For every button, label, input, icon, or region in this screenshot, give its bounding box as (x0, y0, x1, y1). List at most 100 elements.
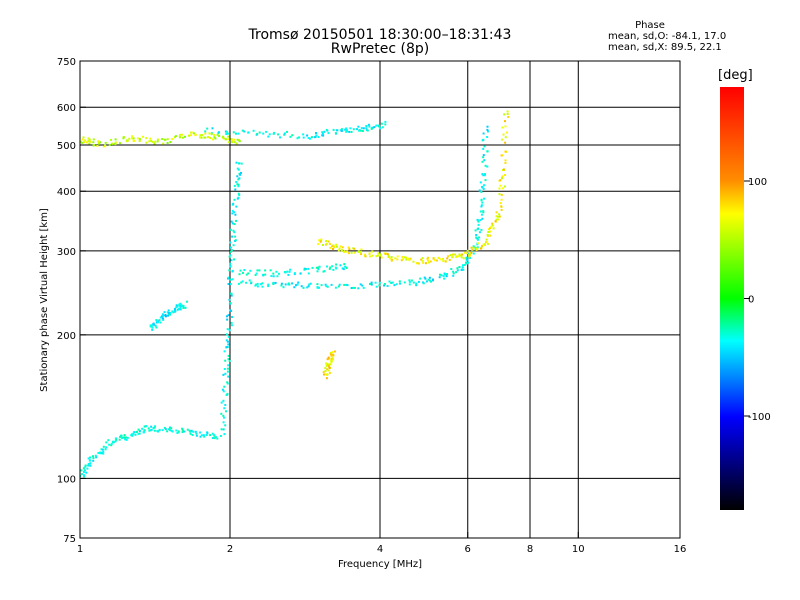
data-point (81, 141, 84, 144)
data-point (161, 429, 164, 432)
data-point (409, 257, 412, 260)
data-point (235, 161, 238, 164)
y-axis-label: Stationary phase Virtual Height [km] (39, 208, 50, 392)
data-point (326, 265, 328, 268)
data-point (261, 285, 264, 288)
data-point (192, 132, 195, 135)
data-point (408, 259, 411, 262)
data-point (174, 309, 177, 312)
data-point (330, 283, 333, 286)
data-point (485, 238, 488, 241)
data-point (309, 137, 311, 140)
data-point (177, 431, 180, 434)
data-point (233, 211, 236, 214)
data-point (245, 273, 248, 276)
data-point (226, 392, 229, 395)
data-point (92, 138, 95, 141)
data-point (178, 308, 181, 310)
data-point (329, 266, 332, 269)
data-point (159, 321, 162, 324)
data-point (102, 445, 105, 448)
data-point (357, 125, 360, 128)
data-point (229, 228, 232, 231)
data-point (483, 243, 486, 246)
data-point (384, 123, 387, 126)
data-point (208, 132, 211, 135)
data-point (499, 179, 502, 182)
data-point (338, 283, 341, 286)
data-point (230, 292, 233, 295)
data-point (222, 414, 225, 417)
data-point (143, 429, 146, 432)
data-point (156, 138, 159, 141)
data-point (481, 245, 484, 248)
data-point (327, 132, 330, 135)
data-point (180, 133, 183, 136)
data-point (166, 430, 169, 433)
data-point (239, 269, 242, 272)
data-point (162, 318, 165, 321)
data-point (419, 277, 422, 280)
data-point (331, 357, 334, 360)
data-point (486, 150, 489, 153)
data-point (80, 473, 83, 476)
data-point (443, 273, 446, 276)
data-point (238, 194, 241, 196)
data-point (223, 350, 226, 353)
data-point (335, 243, 338, 246)
data-point (245, 281, 248, 284)
data-point (423, 276, 426, 279)
data-point (264, 269, 267, 272)
data-point (486, 136, 489, 138)
data-point (270, 275, 273, 277)
data-point (339, 264, 342, 267)
data-point (151, 328, 154, 331)
colorbar-tick-label: -100 (748, 412, 771, 423)
data-point (364, 255, 367, 258)
data-point (175, 306, 178, 309)
data-point (89, 140, 92, 143)
data-point (335, 263, 338, 266)
data-point (236, 138, 239, 141)
data-point (156, 140, 159, 143)
data-point (237, 132, 240, 135)
data-point (484, 179, 487, 182)
data-point (375, 124, 378, 127)
data-point (237, 168, 240, 171)
data-point (272, 282, 275, 285)
data-point (83, 474, 85, 477)
data-point (222, 428, 225, 431)
data-point (307, 285, 310, 288)
data-point (478, 236, 481, 239)
data-point (504, 141, 507, 144)
data-point (202, 434, 205, 437)
data-point (234, 239, 237, 242)
data-point (370, 283, 373, 286)
data-point (87, 139, 90, 142)
data-point (227, 358, 230, 361)
data-point (225, 394, 228, 396)
data-point (212, 433, 215, 436)
data-point (370, 281, 373, 284)
data-point (95, 456, 98, 459)
data-point (293, 286, 296, 289)
data-point (489, 234, 492, 237)
data-point (442, 275, 445, 277)
data-point (332, 358, 334, 361)
data-point (373, 126, 376, 129)
data-point (499, 184, 502, 187)
data-point (308, 283, 311, 286)
data-point (264, 273, 267, 276)
data-point (227, 314, 230, 317)
data-point (452, 270, 455, 273)
data-point (459, 254, 462, 257)
data-point (112, 440, 115, 443)
data-point (403, 281, 406, 284)
data-point (125, 436, 127, 439)
data-point (478, 231, 481, 234)
data-point (434, 259, 436, 262)
data-point (179, 133, 181, 136)
data-point (490, 225, 493, 228)
data-point (384, 120, 387, 123)
data-point (325, 242, 328, 245)
